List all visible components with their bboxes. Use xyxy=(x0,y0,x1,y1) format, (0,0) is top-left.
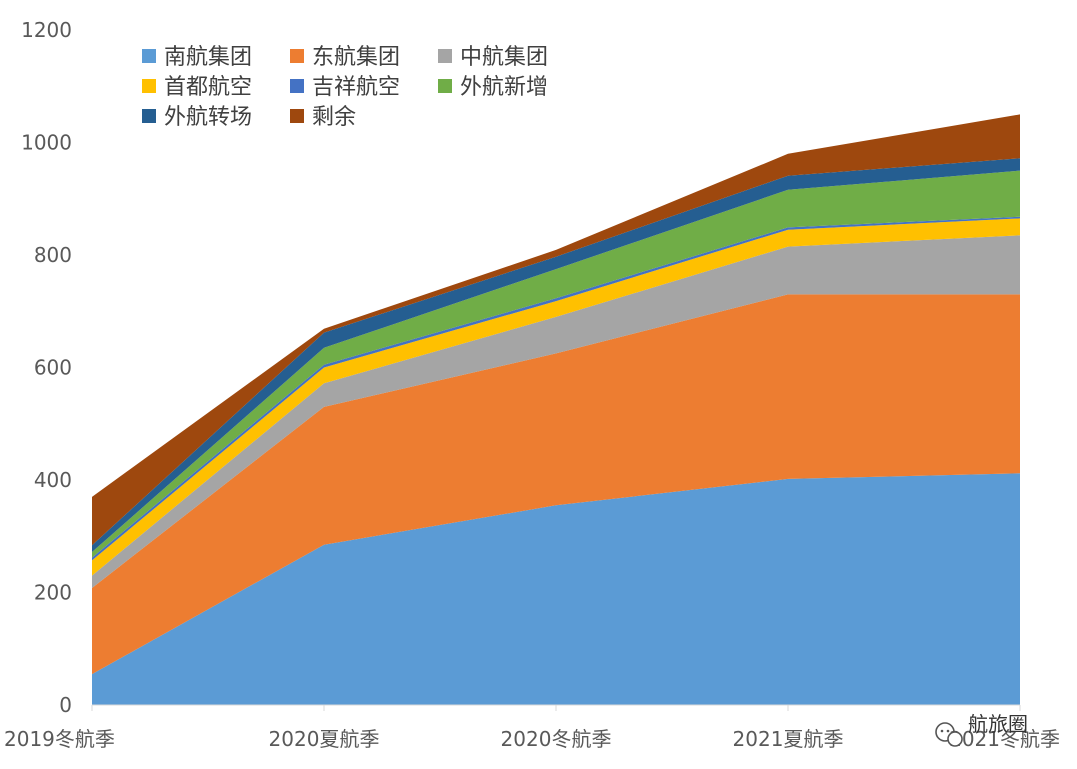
legend-swatch xyxy=(290,109,304,123)
x-tick-label: 2020夏航季 xyxy=(269,727,380,751)
y-tick-label: 1000 xyxy=(21,131,72,155)
area-series-1 xyxy=(92,294,1020,675)
legend-item: 首都航空 xyxy=(142,75,252,100)
legend-label: 东航集团 xyxy=(312,45,400,70)
legend-label: 中航集团 xyxy=(460,45,548,70)
legend-swatch xyxy=(438,79,452,93)
legend-swatch xyxy=(438,49,452,63)
x-tick-label: 2021冬航季 xyxy=(949,727,1060,751)
legend-swatch xyxy=(290,79,304,93)
area-series-7 xyxy=(92,114,1020,546)
y-tick-label: 0 xyxy=(59,693,72,717)
area-series-5 xyxy=(92,170,1020,558)
area-series-0 xyxy=(92,473,1020,705)
wechat-icon xyxy=(935,722,963,747)
legend-item: 南航集团 xyxy=(142,45,252,70)
legend-item: 东航集团 xyxy=(290,45,400,70)
legend-swatch xyxy=(290,49,304,63)
legend-label: 南航集团 xyxy=(164,45,252,70)
y-tick-label: 600 xyxy=(34,356,72,380)
x-tick-label: 2019冬航季 xyxy=(4,727,115,751)
x-axis-ticks: 2019冬航季 2020夏航季 2020冬航季 2021夏航季 2021冬航季 xyxy=(4,705,1060,751)
legend-swatch xyxy=(142,109,156,123)
watermark: 航旅圈 xyxy=(935,712,1028,747)
y-tick-label: 1200 xyxy=(21,18,72,42)
legend-label: 剩余 xyxy=(312,105,356,130)
area-series-group xyxy=(92,114,1020,705)
x-tick-label: 2021夏航季 xyxy=(733,727,844,751)
y-tick-label: 800 xyxy=(34,243,72,267)
legend-swatch xyxy=(142,79,156,93)
legend-label: 外航新增 xyxy=(460,75,548,100)
legend-item: 外航转场 xyxy=(142,105,252,130)
legend-item: 外航新增 xyxy=(438,75,548,100)
x-tick-label: 2020冬航季 xyxy=(501,727,612,751)
legend-label: 外航转场 xyxy=(164,105,252,130)
y-tick-label: 200 xyxy=(34,581,72,605)
watermark-text: 航旅圈 xyxy=(968,712,1028,736)
legend-item: 剩余 xyxy=(290,105,356,130)
y-tick-label: 400 xyxy=(34,468,72,492)
legend-label: 吉祥航空 xyxy=(312,75,400,100)
y-axis-ticks: 0 200 400 600 800 1000 1200 xyxy=(21,18,72,717)
legend-swatch xyxy=(142,49,156,63)
legend-item: 中航集团 xyxy=(438,45,548,70)
legend-item: 吉祥航空 xyxy=(290,75,400,100)
legend-label: 首都航空 xyxy=(164,75,252,100)
area-series-2 xyxy=(92,235,1020,589)
